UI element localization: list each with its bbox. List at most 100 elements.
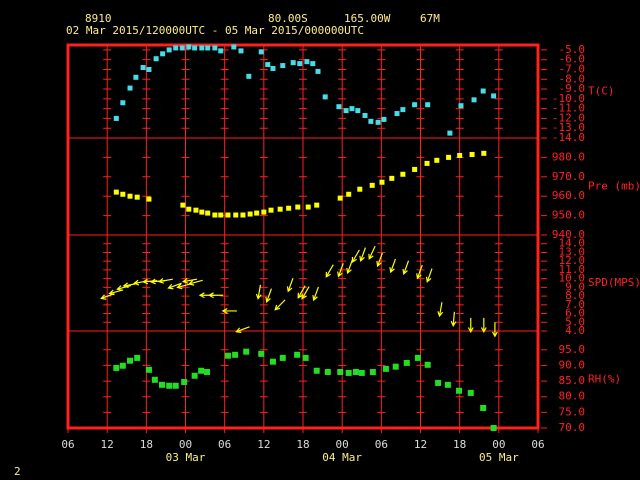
wind-arrow <box>312 286 320 302</box>
data-point <box>362 112 368 118</box>
wind-arrow <box>437 302 444 318</box>
y-axis-label: SPD(MPS) <box>588 276 640 289</box>
data-point <box>191 372 198 379</box>
data-point <box>173 45 179 51</box>
wind-arrow <box>467 317 474 334</box>
x-tick-label: 06 <box>375 438 388 451</box>
data-point <box>120 191 126 197</box>
data-point <box>179 45 185 51</box>
data-point <box>146 66 152 72</box>
data-point <box>294 351 301 358</box>
wind-arrow <box>297 285 306 299</box>
data-point <box>369 182 375 188</box>
elevation: 67M <box>420 12 440 25</box>
data-point <box>357 186 363 192</box>
wind-arrow <box>491 322 498 338</box>
data-point <box>134 354 141 361</box>
data-point <box>315 68 321 74</box>
data-point <box>166 47 172 53</box>
data-point <box>389 175 395 181</box>
data-point <box>127 85 133 91</box>
data-point <box>447 130 453 136</box>
wind-arrow <box>221 308 237 314</box>
wind-arrow <box>368 245 376 260</box>
data-point <box>247 211 253 217</box>
data-point <box>480 88 486 94</box>
period: 02 Mar 2015/120000UTC - 05 Mar 2015/0000… <box>66 24 364 37</box>
data-point <box>151 376 158 383</box>
wind-arrow <box>142 278 158 285</box>
y-tick-label: 12.0 <box>559 254 586 267</box>
wind-arrow <box>265 288 273 303</box>
data-point <box>457 152 463 158</box>
y-tick-label: 75.0 <box>559 405 586 418</box>
data-point <box>160 51 166 57</box>
wind-arrow <box>351 249 360 264</box>
x-tick-label: 00 <box>492 438 505 451</box>
y-tick-label: 8.0 <box>565 289 585 302</box>
data-point <box>233 212 239 218</box>
x-tick-label: 06 <box>61 438 74 451</box>
wind-arrow <box>402 260 410 276</box>
data-point <box>159 381 165 388</box>
data-point <box>199 45 205 51</box>
x-tick-label: 18 <box>453 438 466 451</box>
data-point <box>337 195 343 201</box>
data-point <box>258 49 264 55</box>
data-point <box>346 191 352 197</box>
data-point <box>199 209 205 215</box>
data-point <box>394 111 400 117</box>
data-point <box>446 154 452 160</box>
data-point <box>127 193 133 199</box>
wind-arrow <box>346 259 353 275</box>
station-id: 8910 <box>85 12 112 25</box>
wind-arrow <box>116 284 132 291</box>
data-point <box>181 379 188 386</box>
data-point <box>379 179 385 185</box>
y-tick-label: -5.0 <box>559 43 586 56</box>
data-point <box>343 108 349 114</box>
data-point <box>218 212 224 218</box>
data-point <box>186 44 192 50</box>
data-point <box>166 382 173 389</box>
y-axis-label: Pre (mb) <box>588 180 640 193</box>
data-point <box>113 189 119 195</box>
data-point <box>261 209 267 215</box>
data-point <box>469 151 475 157</box>
y-tick-label: 960.0 <box>552 189 585 202</box>
wind-arrow <box>181 278 198 284</box>
data-point <box>205 210 211 216</box>
y-tick-label: -12.0 <box>552 111 585 124</box>
data-point <box>400 171 406 177</box>
data-point <box>424 361 431 368</box>
y-tick-label: 5.0 <box>565 315 585 328</box>
x-tick-label: 12 <box>257 438 270 451</box>
wind-arrow <box>450 311 457 328</box>
data-point <box>258 350 265 357</box>
data-point <box>424 160 430 166</box>
wind-arrow <box>376 252 383 268</box>
data-point <box>352 368 359 375</box>
y-tick-label: 970.0 <box>552 170 585 183</box>
data-point <box>400 107 406 113</box>
data-point <box>314 202 320 208</box>
data-point <box>349 106 355 112</box>
data-point <box>192 45 198 51</box>
data-point <box>127 357 134 364</box>
date-label: 04 Mar <box>322 451 362 464</box>
data-point <box>231 44 237 50</box>
data-point <box>368 118 374 124</box>
data-point <box>414 354 421 361</box>
wind-arrow <box>157 278 173 284</box>
data-point <box>491 93 497 99</box>
data-point <box>381 116 387 122</box>
wind-arrow <box>325 264 334 278</box>
data-point <box>204 368 211 375</box>
wind-arrow <box>301 286 310 300</box>
x-tick-label: 18 <box>140 438 153 451</box>
y-tick-label: 85.0 <box>559 374 586 387</box>
data-point <box>336 104 342 110</box>
data-point <box>193 207 199 213</box>
data-point <box>345 369 352 376</box>
y-tick-label: -6.0 <box>559 53 586 66</box>
